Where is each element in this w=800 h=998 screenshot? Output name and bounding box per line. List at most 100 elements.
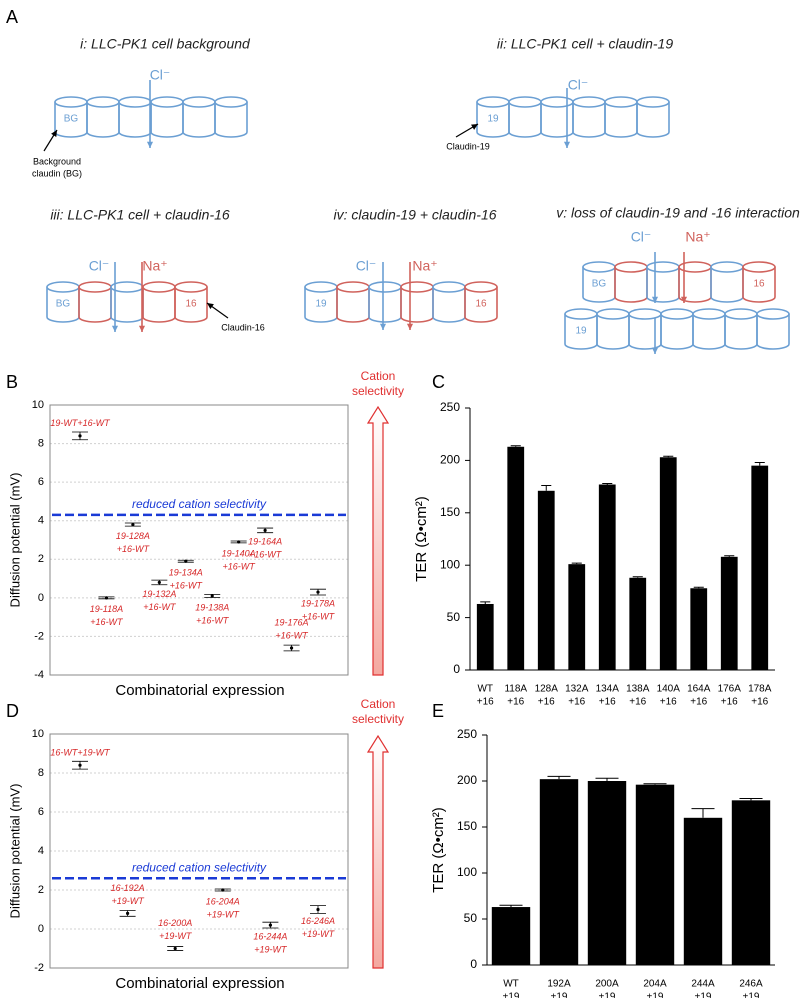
- claudin-top: [646, 261, 680, 273]
- y-tick-label: 200: [440, 453, 460, 467]
- data-point: [78, 434, 82, 438]
- x-tick-label: 128A: [535, 684, 559, 695]
- bar: [720, 556, 738, 670]
- point-label: +16-WT: [170, 581, 204, 591]
- claudin-top: [692, 308, 726, 320]
- panel-label: C: [432, 372, 445, 392]
- y-axis-label: Diffusion potential (mV): [7, 784, 22, 919]
- x-tick-label: +16: [660, 697, 677, 708]
- y-tick-label: 10: [32, 399, 44, 411]
- claudin-top: [636, 96, 670, 108]
- x-tick-label: WT: [477, 684, 493, 695]
- selectivity-label: selectivity: [352, 384, 404, 398]
- claudin-unit: [476, 96, 510, 138]
- claudin-body: [304, 287, 338, 323]
- claudin-body: [464, 287, 498, 323]
- point-label: +19-WT: [111, 896, 145, 906]
- claudin-top: [572, 96, 606, 108]
- arrow-head: [471, 124, 478, 130]
- claudin-body: [660, 314, 694, 350]
- callout-label: claudin (BG): [32, 168, 82, 178]
- y-tick-label: 4: [38, 845, 44, 857]
- claudin-tag: BG: [64, 114, 79, 125]
- callout-label: Background: [33, 156, 81, 166]
- point-label: 16-200A: [158, 918, 192, 928]
- x-tick-label: +19: [743, 992, 760, 998]
- diagram-title: i: LLC-PK1 cell background: [80, 36, 251, 52]
- claudin-top: [304, 281, 338, 293]
- claudin-unit: [174, 281, 208, 323]
- error-bar: [724, 555, 735, 557]
- arrow-head: [51, 130, 57, 137]
- callout-label: Claudin-16: [221, 322, 265, 332]
- data-point: [78, 763, 82, 767]
- claudin-unit: [596, 308, 630, 350]
- data-point: [268, 923, 272, 927]
- data-point: [131, 522, 135, 527]
- data-point: [289, 646, 294, 650]
- point-label: 19-118A: [90, 604, 123, 614]
- claudin-body: [150, 102, 184, 138]
- claudin-unit: [636, 96, 670, 138]
- claudin-top: [182, 96, 216, 108]
- point-label: +19-WT: [254, 944, 288, 954]
- claudin-unit: [756, 308, 790, 350]
- data-point: [210, 594, 214, 598]
- x-tick-label: WT: [503, 979, 519, 990]
- y-tick-label: 0: [470, 957, 477, 971]
- data-point: [104, 596, 109, 600]
- plot-frame: [49, 404, 349, 676]
- claudin-top: [604, 96, 638, 108]
- panel-label: E: [432, 701, 444, 721]
- point-label: 19-134A: [169, 568, 203, 578]
- claudin-top: [710, 261, 744, 273]
- y-tick-label: 0: [38, 592, 44, 604]
- x-tick-label: 140A: [657, 684, 681, 695]
- error-bar: [547, 775, 571, 780]
- ion-label: Cl⁻: [150, 67, 171, 83]
- x-tick-label: +19: [503, 992, 520, 998]
- selectivity-arrow: [366, 734, 390, 969]
- y-tick-label: 2: [38, 553, 44, 565]
- claudin-unit: [304, 281, 338, 323]
- claudin-body: [596, 314, 630, 350]
- y-tick-label: 250: [457, 727, 477, 741]
- x-tick-label: +16: [690, 697, 707, 708]
- x-tick-label: +19: [599, 992, 616, 998]
- claudin-body: [174, 287, 208, 323]
- y-tick-label: 8: [38, 437, 44, 449]
- claudin-top: [432, 281, 466, 293]
- arrow-head: [138, 325, 146, 332]
- ion-label: Cl⁻: [631, 229, 652, 245]
- diagram-title: iii: LLC-PK1 cell + claudin-16: [50, 207, 230, 223]
- claudin-body: [432, 287, 466, 323]
- error-bar: [693, 586, 704, 589]
- claudin-tag: 16: [475, 299, 487, 310]
- claudin-top: [540, 96, 574, 108]
- claudin-body: [564, 314, 598, 350]
- point-label: +16-WT: [143, 602, 177, 612]
- claudin-unit: [660, 308, 694, 350]
- claudin-unit: [368, 281, 402, 323]
- y-tick-label: 150: [440, 505, 460, 519]
- claudin-unit: [432, 281, 466, 323]
- y-axis-label: TER (Ω•cm²): [413, 496, 430, 582]
- point-label: +19-WT: [302, 929, 336, 939]
- claudin-top: [368, 281, 402, 293]
- claudin-tag: 19: [487, 114, 499, 125]
- y-tick-label: 4: [38, 515, 44, 527]
- data-point: [184, 559, 188, 563]
- claudin-unit: [182, 96, 216, 138]
- y-axis-label: TER (Ω•cm²): [430, 807, 447, 893]
- x-tick-label: 246A: [739, 979, 763, 990]
- claudin-unit: [742, 261, 776, 303]
- claudin-top: [150, 96, 184, 108]
- claudin-top: [336, 281, 370, 293]
- data-point: [221, 888, 225, 892]
- x-tick-label: +16: [538, 697, 555, 708]
- claudin-body: [336, 287, 370, 323]
- point-label: 16-204A: [206, 896, 240, 906]
- y-tick-label: 8: [38, 767, 44, 779]
- claudin-unit: [614, 261, 648, 303]
- error-bar: [754, 461, 765, 466]
